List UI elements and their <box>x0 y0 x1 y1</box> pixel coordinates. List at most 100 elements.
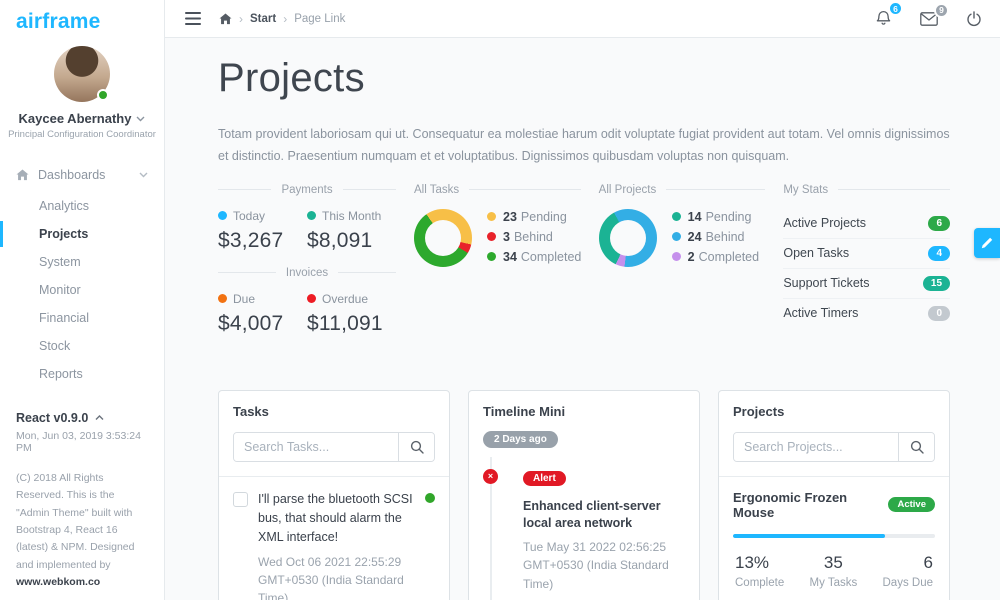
legend-item: 2 Completed <box>671 250 759 264</box>
overdue-value: $11,091 <box>307 311 383 335</box>
my-stats-column: My Stats Active Projects 6 Open Tasks 4 … <box>783 184 951 350</box>
projects-search-group <box>733 431 935 462</box>
projects-search-button[interactable] <box>898 432 934 461</box>
messages-badge: 9 <box>934 2 949 18</box>
today-dot <box>218 211 227 220</box>
all-projects-legend: 14 Pending 24 Behind 2 Completed <box>671 210 759 267</box>
projects-search-input[interactable] <box>734 432 898 461</box>
topbar: › Start › Page Link 6 9 <box>165 0 1000 38</box>
status-badge: 15 <box>922 275 951 291</box>
pencil-icon <box>981 237 993 249</box>
logout-button[interactable] <box>964 9 984 29</box>
breadcrumb: › Start › Page Link <box>219 12 345 26</box>
sidebar-item-financial[interactable]: Financial <box>39 311 90 325</box>
tasks-search-button[interactable] <box>398 432 434 461</box>
sidebar-timestamp: Mon, Jun 03, 2019 3:53:24 PM <box>16 430 141 455</box>
tasks-search-input[interactable] <box>234 432 398 461</box>
version-label: React v0.9.0 <box>16 411 89 426</box>
legend-item: 34 Completed <box>487 250 581 264</box>
payments-header: Payments <box>218 183 397 196</box>
legend-item: 24 Behind <box>671 230 759 244</box>
website-link[interactable]: www.webkom.co <box>16 576 101 588</box>
payments-title: Payments <box>281 183 333 196</box>
sidebar-item-analytics[interactable]: Analytics <box>39 199 90 213</box>
timeline-time-badge: 2 Days ago <box>483 430 558 448</box>
payment-this-month: This Month $8,091 <box>307 209 396 253</box>
payments-column: Payments Today $3,267 This Month $8,091 <box>218 183 397 350</box>
legend-item: 23 Pending <box>487 210 581 224</box>
task-status-dot <box>425 492 435 503</box>
status-badge: 6 <box>928 215 951 231</box>
search-icon <box>410 440 424 454</box>
notifications-button[interactable]: 6 <box>873 1 903 29</box>
alert-icon: × <box>483 468 498 484</box>
overview-row: Payments Today $3,267 This Month $8,091 <box>218 183 951 350</box>
hamburger-icon <box>185 12 201 25</box>
user-panel: Kaycee Abernathy Principal Configuration… <box>0 38 164 146</box>
timeline-entry-title: Enhanced client-server local area networ… <box>523 498 661 531</box>
main-area: › Start › Page Link 6 9 <box>165 0 1000 600</box>
progress-bar <box>733 533 935 538</box>
breadcrumb-page-link[interactable]: Page Link <box>294 12 346 25</box>
all-projects-header: All Projects <box>599 184 766 196</box>
timeline-entry-date: Tue May 31 2022 02:56:25 GMT+0530 (India… <box>523 539 669 591</box>
all-tasks-donut-chart <box>414 208 472 267</box>
avatar[interactable] <box>54 46 110 102</box>
projects-card-title: Projects <box>733 403 785 419</box>
projects-card: Projects Ergonomic Frozen Mouse Active <box>718 389 950 600</box>
sidebar-section-dashboards[interactable]: Dashboards <box>0 162 164 192</box>
legend-item: 14 Pending <box>671 210 759 224</box>
version-toggle[interactable]: React v0.9.0 <box>16 411 148 425</box>
sidebar-item-monitor[interactable]: Monitor <box>39 283 81 297</box>
breadcrumb-separator: › <box>283 11 288 26</box>
task-text: I'll parse the bluetooth SCSI bus, that … <box>258 491 413 545</box>
project-stat: 13% Complete <box>735 552 785 589</box>
project-stat: 6 Days Due <box>882 552 934 589</box>
edit-fab-button[interactable] <box>974 228 1000 258</box>
sidebar-item-stock[interactable]: Stock <box>39 339 71 353</box>
sidebar-toggle-button[interactable] <box>181 8 205 29</box>
breadcrumb-separator: › <box>239 11 243 26</box>
page-content: Projects Totam provident laboriosam qui … <box>165 38 1000 600</box>
due-label: Due <box>233 291 256 306</box>
legend-item: 3 Behind <box>487 230 581 244</box>
invoice-due: Due $4,007 <box>218 292 307 336</box>
due-dot <box>218 294 227 303</box>
this-month-value: $8,091 <box>307 228 373 252</box>
due-value: $4,007 <box>218 311 284 335</box>
cards-row: Tasks I'll parse the bluetooth SCSI bus,… <box>218 389 950 600</box>
tasks-card-title: Tasks <box>233 403 269 419</box>
all-tasks-header: All Tasks <box>414 184 581 196</box>
home-icon[interactable] <box>219 12 232 25</box>
sidebar-item-system[interactable]: System <box>39 255 81 269</box>
stat-active-timers: Active Timers 0 <box>783 299 951 328</box>
payment-today: Today $3,267 <box>218 209 307 253</box>
user-name-dropdown[interactable]: Kaycee Abernathy <box>8 111 156 126</box>
this-month-dot <box>307 211 316 220</box>
task-checkbox[interactable] <box>233 491 248 507</box>
this-month-label: This Month <box>322 208 382 223</box>
all-tasks-title: All Tasks <box>414 183 460 196</box>
project-name: Ergonomic Frozen Mouse <box>733 489 848 520</box>
status-badge: 0 <box>928 305 951 321</box>
notifications-badge: 6 <box>888 1 903 16</box>
page-intro: Totam provident laboriosam qui ut. Conse… <box>218 127 950 164</box>
timeline-card-title: Timeline Mini <box>483 403 566 419</box>
my-stats-header: My Stats <box>783 184 951 196</box>
brand-logo[interactable]: airframe <box>16 10 101 33</box>
payments-grid: Today $3,267 This Month $8,091 <box>218 209 396 253</box>
breadcrumb-start[interactable]: Start <box>250 12 277 25</box>
sidebar-section-label: Dashboards <box>38 168 106 182</box>
status-badge: 4 <box>928 245 951 261</box>
progress-fill <box>733 533 885 538</box>
task-date: Wed Oct 06 2021 22:55:29 GMT+0530 (India… <box>258 554 404 600</box>
page-title: Projects <box>218 56 365 100</box>
today-value: $3,267 <box>218 228 284 252</box>
chevron-down-icon <box>139 172 148 178</box>
sidebar: airframe Kaycee Abernathy Principal Conf… <box>0 0 165 600</box>
invoice-overdue: Overdue $11,091 <box>307 292 396 336</box>
messages-button[interactable]: 9 <box>918 2 949 28</box>
sidebar-item-reports[interactable]: Reports <box>39 367 83 381</box>
sidebar-item-projects[interactable]: Projects <box>0 220 164 248</box>
